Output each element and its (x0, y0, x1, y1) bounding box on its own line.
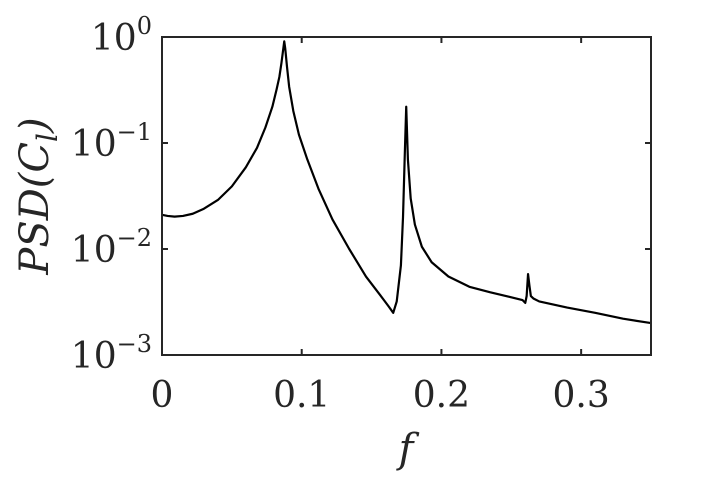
y-axis-label-base: PSD(C (12, 142, 58, 276)
y-axis-ticks: 100 10−1 10−2 10−3 (71, 12, 651, 377)
x-axis-ticks: 0 0.1 0.2 0.3 (151, 37, 610, 416)
y-tick-label: 10−1 (71, 118, 152, 165)
x-tick-label: 0.2 (413, 375, 470, 416)
y-axis-label: PSD(Cl) (12, 117, 64, 275)
y-axis-label-close: ) (12, 117, 58, 134)
svg-text:PSD(Cl): PSD(Cl) (12, 117, 64, 275)
y-tick-label: 100 (91, 12, 152, 59)
psd-series-line (161, 40, 652, 325)
plot-frame (161, 36, 652, 356)
y-tick-label: 10−2 (71, 224, 152, 271)
y-axis-label-subscript: l (31, 133, 64, 142)
x-tick-label: 0 (151, 375, 174, 416)
x-tick-label: 0.1 (273, 375, 330, 416)
y-tick-label: 10−3 (71, 330, 152, 377)
x-tick-label: 0.3 (553, 375, 610, 416)
x-axis-label: f (396, 426, 420, 472)
